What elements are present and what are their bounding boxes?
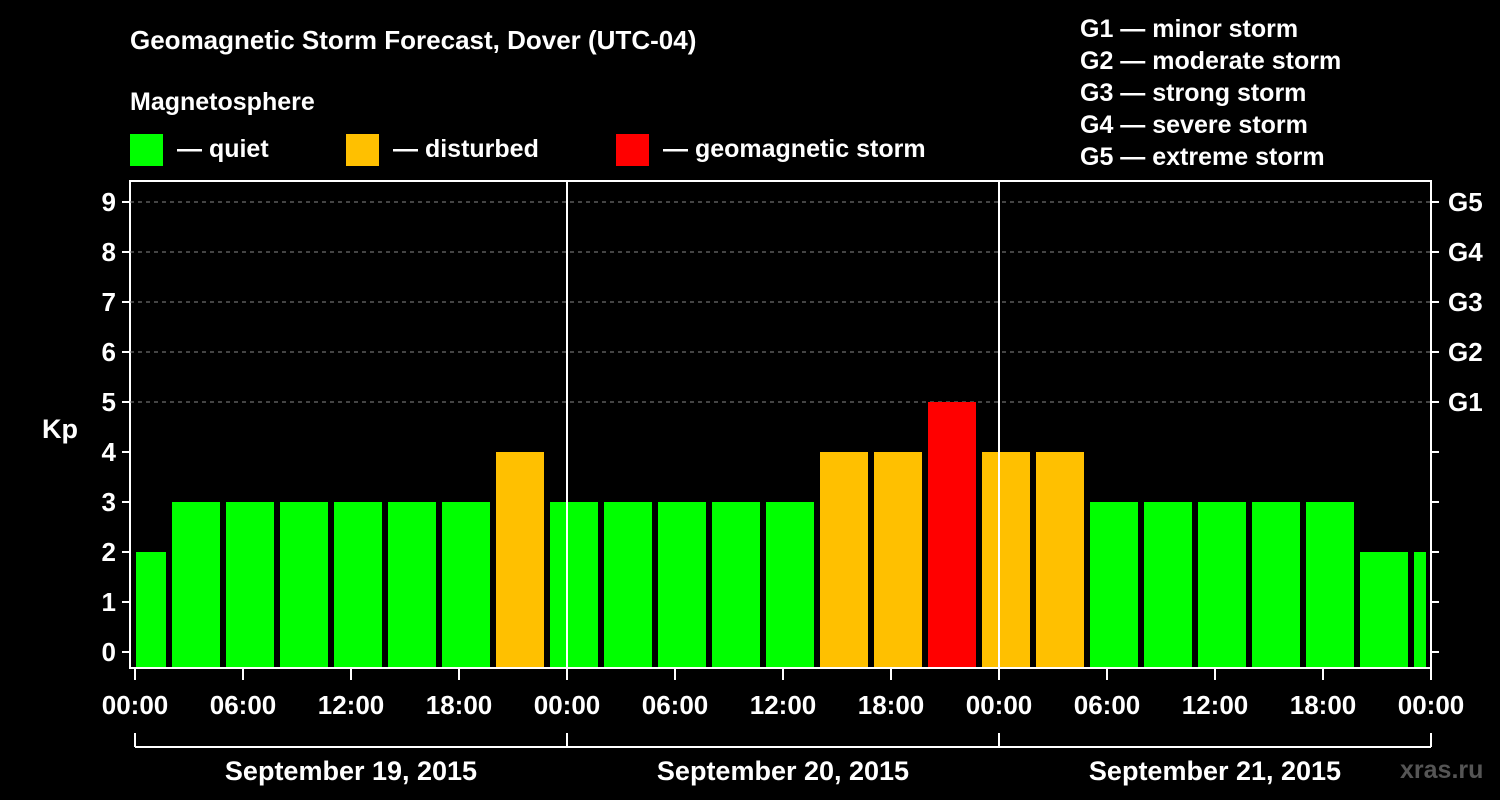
y-tick-label: 8 <box>102 237 116 267</box>
storm-scale-g5: G5 — extreme storm <box>1080 143 1325 171</box>
kp-bar <box>820 452 868 667</box>
kp-bar <box>766 502 814 667</box>
y-tick-label: 2 <box>102 537 116 567</box>
x-tick-label: 06:00 <box>1074 690 1141 720</box>
legend-label-storm: — geomagnetic storm <box>663 135 926 163</box>
legend-swatch-disturbed <box>346 134 379 166</box>
kp-bar <box>1036 452 1084 667</box>
kp-bar <box>442 502 490 667</box>
plot-area: 0 1 2 3 4 5 6 7 8 9 G1 G2 G3 G4 G5 00:00 06:00 12:00 18:00… <box>102 180 1483 786</box>
storm-scale-g2: G2 — moderate storm <box>1080 47 1341 75</box>
g-scale-label: G2 <box>1448 337 1483 367</box>
chart-title: Geomagnetic Storm Forecast, Dover (UTC-0… <box>130 25 696 55</box>
kp-bar <box>1090 502 1138 667</box>
watermark: xras.ru <box>1400 756 1483 784</box>
y-tick-label: 4 <box>102 437 117 467</box>
g-scale-label: G3 <box>1448 287 1483 317</box>
storm-scale-g4: G4 — severe storm <box>1080 111 1308 139</box>
kp-bar <box>1144 502 1192 667</box>
kp-bar <box>712 502 760 667</box>
kp-bar <box>172 502 220 667</box>
y-tick-label: 0 <box>102 637 116 667</box>
y-tick-label: 6 <box>102 337 116 367</box>
kp-bar <box>550 502 598 667</box>
x-tick-label: 06:00 <box>210 690 277 720</box>
kp-bar <box>1198 502 1246 667</box>
kp-bar <box>928 402 976 667</box>
kp-bar <box>604 502 652 667</box>
legend-label-quiet: — quiet <box>177 135 269 163</box>
y-tick-label: 7 <box>102 287 116 317</box>
legend-swatch-storm <box>616 134 649 166</box>
kp-bar <box>226 502 274 667</box>
legend-heading: Magnetosphere <box>130 88 315 116</box>
g-scale-label: G1 <box>1448 387 1483 417</box>
x-tick-label: 00:00 <box>1398 690 1465 720</box>
plot-frame <box>129 180 1432 669</box>
kp-bar <box>658 502 706 667</box>
g-scale-label: G4 <box>1448 237 1483 267</box>
kp-bar <box>874 452 922 667</box>
y-tick-label: 5 <box>102 387 116 417</box>
kp-bar <box>136 552 166 667</box>
legend-label-disturbed: — disturbed <box>393 135 539 163</box>
kp-bar <box>280 502 328 667</box>
legend-swatch-quiet <box>130 134 163 166</box>
y-tick-label: 9 <box>102 187 116 217</box>
g-scale-label: G5 <box>1448 187 1483 217</box>
x-tick-label: 12:00 <box>1182 690 1249 720</box>
kp-bar <box>1306 502 1354 667</box>
kp-bar <box>1360 552 1408 667</box>
y-tick-label: 1 <box>102 587 116 617</box>
y-axis-label: Kp <box>42 414 78 444</box>
kp-bar <box>982 452 1030 667</box>
x-tick-label: 18:00 <box>858 690 925 720</box>
x-tick-label: 18:00 <box>426 690 493 720</box>
kp-bar <box>334 502 382 667</box>
x-tick-label: 00:00 <box>534 690 601 720</box>
y-tick-label: 3 <box>102 487 116 517</box>
kp-bar <box>1252 502 1300 667</box>
kp-bar <box>496 452 544 667</box>
kp-bar <box>1414 552 1426 667</box>
x-tick-label: 18:00 <box>1290 690 1357 720</box>
storm-scale-g3: G3 — strong storm <box>1080 79 1306 107</box>
day-label: September 21, 2015 <box>1089 756 1341 786</box>
day-label: September 19, 2015 <box>225 756 477 786</box>
storm-scale-g1: G1 — minor storm <box>1080 15 1298 43</box>
x-tick-label: 00:00 <box>966 690 1033 720</box>
x-tick-label: 00:00 <box>102 690 169 720</box>
x-tick-label: 06:00 <box>642 690 709 720</box>
x-tick-label: 12:00 <box>318 690 385 720</box>
x-tick-label: 12:00 <box>750 690 817 720</box>
kp-bar <box>388 502 436 667</box>
day-label: September 20, 2015 <box>657 756 909 786</box>
